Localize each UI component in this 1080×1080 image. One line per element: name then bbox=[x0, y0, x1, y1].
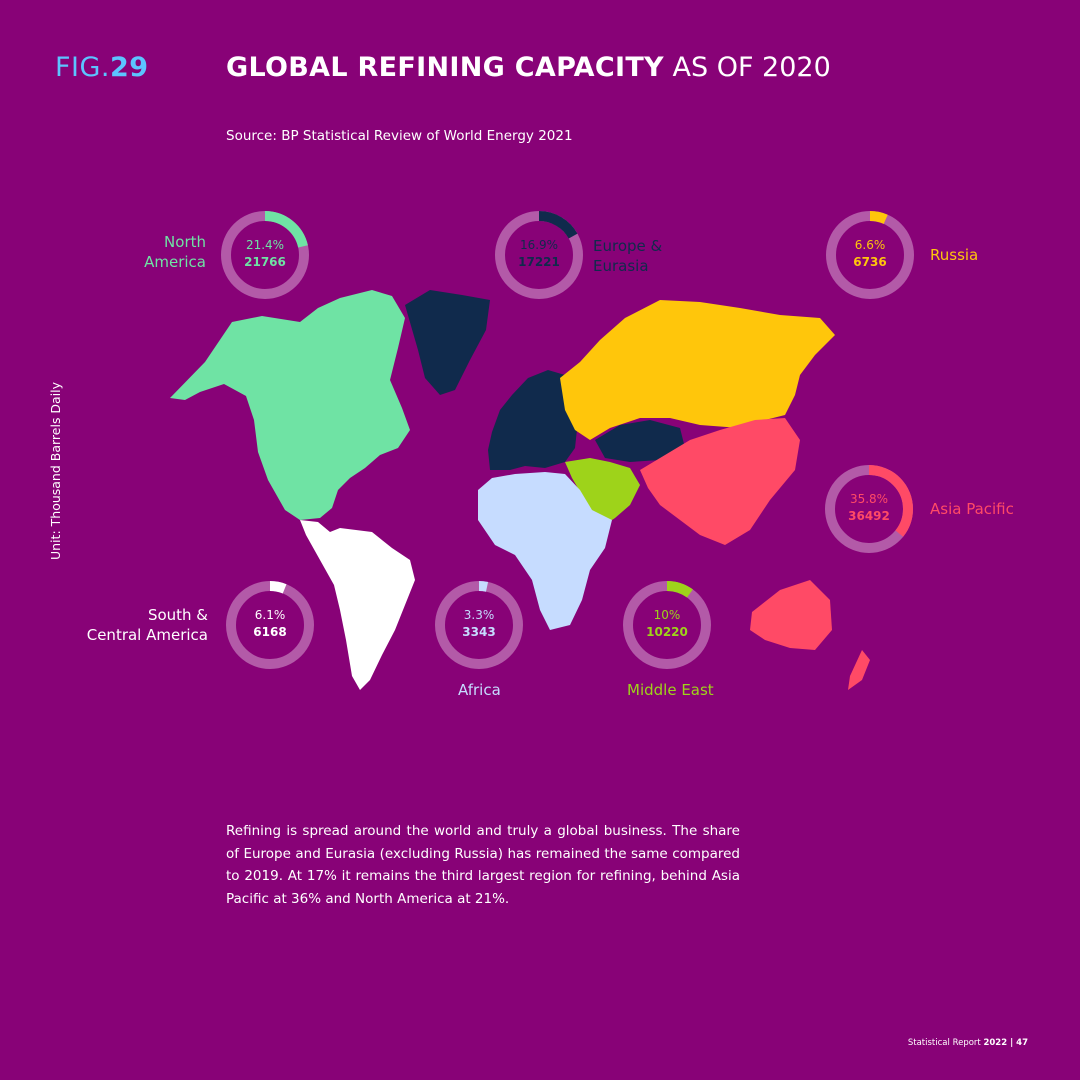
region-south-central-america bbox=[300, 520, 415, 690]
region-middle-east bbox=[565, 458, 640, 528]
region-europe-greenland bbox=[405, 290, 490, 395]
donut-center-south-central-america: 6.1% 6168 bbox=[235, 607, 305, 641]
label-africa: Africa bbox=[458, 681, 501, 699]
region-asia-pacific bbox=[640, 418, 800, 545]
donut-share-label: 6.6% bbox=[854, 238, 886, 252]
donut-center-europe-eurasia: 16.9% 17221 bbox=[504, 237, 574, 271]
donut-share-label: 6.1% bbox=[254, 608, 286, 622]
donut-arc-russia bbox=[826, 211, 914, 299]
donut-value-label: 6736 bbox=[853, 255, 887, 269]
label-middle-east: Middle East bbox=[627, 681, 714, 699]
donut-share-label: 21.4% bbox=[245, 238, 285, 252]
label-russia: Russia bbox=[930, 246, 979, 264]
page-title: GLOBAL REFINING CAPACITY AS OF 2020 bbox=[226, 52, 831, 83]
donut-center-middle-east: 10% 10220 bbox=[632, 607, 702, 641]
donut-center-russia: 6.6% 6736 bbox=[835, 237, 905, 271]
donut-arc-europe-eurasia bbox=[495, 211, 583, 299]
donut-arc-africa bbox=[435, 581, 523, 669]
donut-center-asia-pacific: 35.8% 36492 bbox=[834, 491, 904, 525]
donut-share-label: 10% bbox=[653, 608, 681, 622]
donut-share-label: 16.9% bbox=[519, 238, 559, 252]
donut-value-label: 10220 bbox=[646, 625, 688, 639]
donut-share-label: 3.3% bbox=[463, 608, 495, 622]
label-north-america: North America bbox=[144, 233, 206, 271]
donut-center-north-america: 21.4% 21766 bbox=[230, 237, 300, 271]
region-australia bbox=[750, 580, 832, 650]
donut-value-label: 17221 bbox=[518, 255, 560, 269]
donut-arc-north-america bbox=[221, 211, 309, 299]
source-note: Source: BP Statistical Review of World E… bbox=[226, 128, 573, 144]
donut-value-label: 21766 bbox=[244, 255, 286, 269]
donut-value-label: 6168 bbox=[253, 625, 287, 639]
region-north-america bbox=[170, 290, 410, 520]
description-text: Refining is spread around the world and … bbox=[226, 823, 740, 907]
donut-arc-south-central-america bbox=[226, 581, 314, 669]
donut-value-label: 3343 bbox=[462, 625, 496, 639]
donut-value-label: 36492 bbox=[848, 509, 890, 523]
label-asia-pacific: Asia Pacific bbox=[930, 500, 1014, 518]
region-africa bbox=[478, 472, 612, 630]
donut-arc-middle-east bbox=[623, 581, 711, 669]
label-south-central-america: South & Central America bbox=[86, 606, 208, 644]
region-new-zealand bbox=[848, 650, 870, 690]
label-europe-eurasia: Europe & Eurasia bbox=[593, 237, 663, 275]
donut-arc-asia-pacific bbox=[825, 465, 913, 553]
figure-number: FIG.29 bbox=[55, 52, 149, 83]
region-central-asia bbox=[595, 420, 685, 462]
footer: Statistical Report 2022 | 47 bbox=[907, 1038, 1028, 1048]
region-russia bbox=[560, 300, 835, 440]
region-europe-eurasia bbox=[488, 370, 578, 470]
donut-center-africa: 3.3% 3343 bbox=[444, 607, 514, 641]
donut-share-label: 35.8% bbox=[849, 492, 889, 506]
